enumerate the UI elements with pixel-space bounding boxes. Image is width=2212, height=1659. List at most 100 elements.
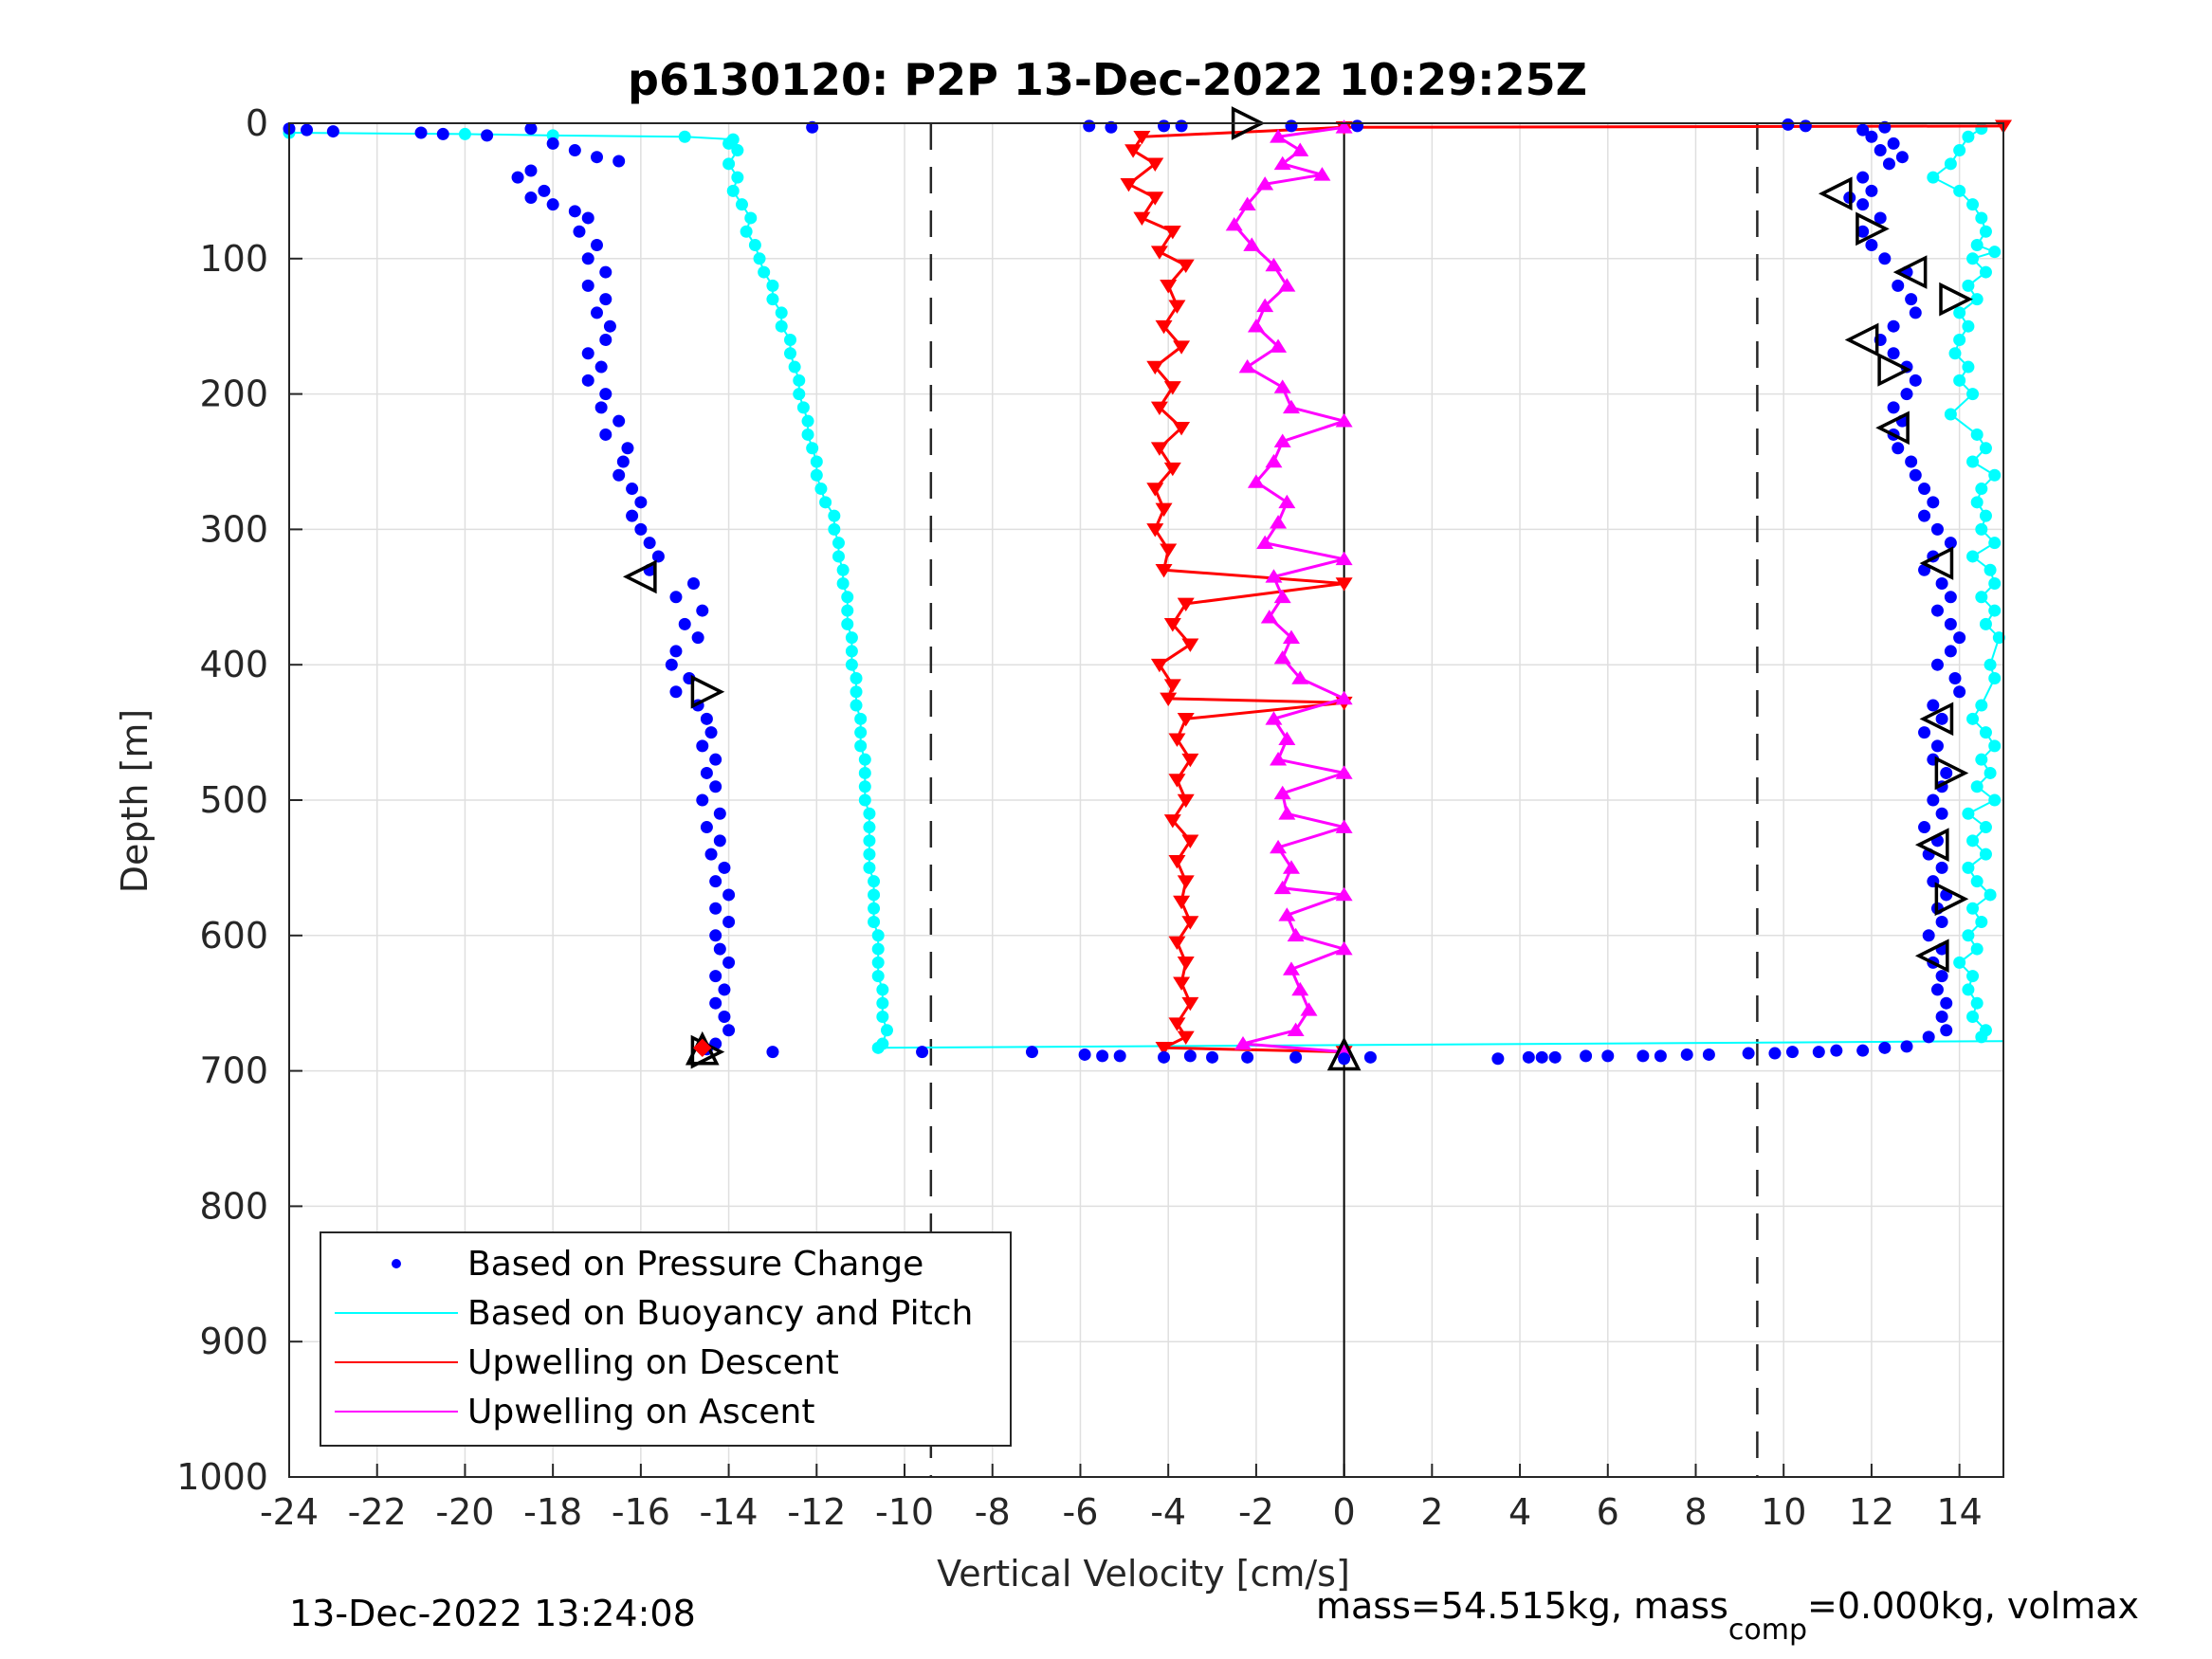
pressure-point (581, 347, 594, 360)
buoyancy-point (1983, 766, 1997, 779)
buoyancy-point (775, 306, 788, 319)
buoyancy-point (1988, 793, 2002, 807)
upwelling-ascent-point (1273, 785, 1291, 800)
buoyancy-point (845, 658, 858, 671)
pressure-point (1930, 739, 1944, 753)
upwelling-ascent-point (1335, 551, 1353, 566)
pressure-point (1096, 1049, 1109, 1063)
upwelling-ascent-point (1273, 589, 1291, 604)
upwelling-ascent-point (1270, 129, 1288, 143)
buoyancy-point (1988, 537, 2002, 550)
buoyancy-point (1962, 861, 1975, 874)
pressure-point (709, 902, 722, 915)
buoyancy-point (880, 1024, 893, 1037)
pressure-point (326, 125, 339, 138)
pressure-point (1895, 151, 1909, 164)
pressure-point (691, 631, 704, 645)
buoyancy-point (1953, 184, 1966, 197)
upwelling-descent-point (1163, 618, 1181, 632)
pressure-point (1158, 119, 1171, 133)
upwelling-descent-point (1160, 543, 1178, 557)
pressure-point (1878, 252, 1892, 265)
pressure-point (669, 591, 683, 604)
y-tick-label: 900 (199, 1321, 268, 1362)
buoyancy-point (806, 442, 819, 455)
upwelling-ascent-point (1335, 940, 1353, 956)
triangle-right-marker (1934, 756, 1969, 791)
red-diamond-marker (693, 1038, 712, 1058)
upwelling-descent-point (1168, 774, 1186, 788)
pressure-point (1856, 171, 1870, 184)
upwelling-ascent-point (1278, 278, 1296, 292)
upwelling-descent-point (1181, 916, 1199, 930)
x-tick-label: -18 (523, 1491, 582, 1533)
buoyancy-point (1970, 496, 1983, 509)
pressure-point (1742, 1047, 1755, 1060)
pressure-point (1887, 319, 1900, 333)
pressure-point (722, 888, 736, 902)
buoyancy-point (1988, 577, 2002, 591)
pressure-point (1830, 1044, 1843, 1057)
buoyancy-point (722, 137, 736, 150)
buoyancy-point (1979, 821, 1992, 834)
x-tick-label: 6 (1597, 1491, 1619, 1533)
buoyancy-point (854, 739, 868, 753)
y-tick-label: 1000 (176, 1456, 268, 1498)
pressure-point (568, 144, 581, 157)
pressure-point (1865, 239, 1878, 252)
upwelling-descent-point (1160, 280, 1178, 294)
upwelling-descent-point (1181, 753, 1199, 768)
upwelling-descent-point (1177, 1030, 1195, 1045)
triangle-left-marker (1919, 702, 1954, 737)
buoyancy-point (783, 333, 796, 346)
buoyancy-point (793, 374, 806, 387)
upwelling-ascent-point (1256, 535, 1274, 549)
upwelling-ascent-point (1247, 319, 1265, 333)
pressure-point (1183, 1049, 1197, 1063)
upwelling-descent-point (1335, 577, 1353, 592)
upwelling-ascent-point (1278, 731, 1296, 746)
pressure-point (1680, 1048, 1693, 1061)
pressure-point (700, 712, 713, 725)
pressure-point (1927, 793, 1940, 807)
pressure-point (651, 550, 665, 563)
legend-swatch-pressure (392, 1259, 401, 1268)
pressure-point (916, 1046, 929, 1059)
buoyancy-point (1953, 333, 1966, 346)
buoyancy-point (845, 645, 858, 658)
buoyancy-point (458, 127, 471, 140)
pressure-point (1905, 455, 1918, 468)
pressure-point (1900, 388, 1913, 401)
buoyancy-point (1988, 468, 2002, 482)
buoyancy-point (1948, 347, 1962, 360)
buoyancy-point (1970, 996, 1983, 1010)
x-tick-label: 10 (1761, 1491, 1806, 1533)
pressure-point (599, 428, 612, 441)
upwelling-descent-point (1146, 483, 1164, 497)
pressure-point (1935, 861, 1948, 874)
x-tick-label: 4 (1508, 1491, 1531, 1533)
pressure-point (481, 129, 494, 142)
x-tick-label: 8 (1684, 1491, 1707, 1533)
pressure-point (718, 861, 731, 874)
buoyancy-point (858, 753, 871, 766)
pressure-point (704, 726, 718, 739)
upwelling-ascent-point (1273, 379, 1291, 393)
upwelling-ascent-point (1335, 690, 1353, 705)
buoyancy-point (810, 455, 823, 468)
pressure-point (1865, 184, 1878, 197)
pressure-point (1953, 631, 1966, 645)
upwelling-descent-point (1168, 854, 1186, 869)
buoyancy-point (858, 793, 871, 807)
upwelling-descent-point (1177, 259, 1195, 274)
legend-entry-label: Upwelling on Descent (467, 1343, 839, 1382)
upwelling-descent-point (1168, 733, 1186, 747)
pressure-point (1944, 591, 1957, 604)
pressure-point (1940, 996, 1953, 1010)
y-tick-label: 200 (199, 374, 268, 415)
y-tick-label: 600 (199, 915, 268, 957)
pressure-point (1874, 144, 1887, 157)
pressure-point (414, 126, 428, 139)
buoyancy-point (1983, 658, 1997, 671)
upwelling-descent-point (1173, 340, 1191, 355)
